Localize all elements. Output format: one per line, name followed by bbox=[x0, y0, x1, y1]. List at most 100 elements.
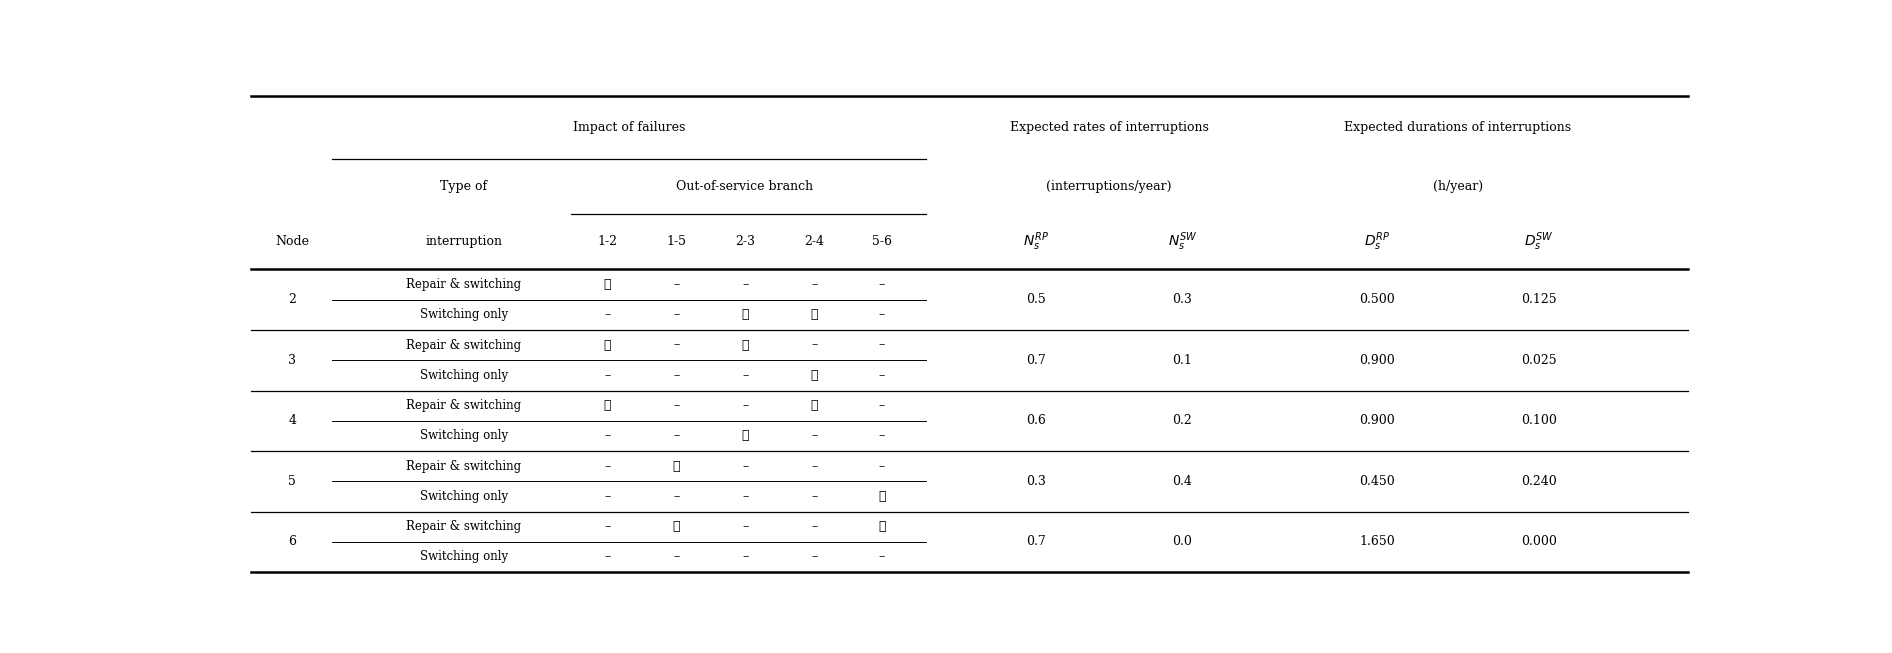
Text: ✓: ✓ bbox=[604, 278, 611, 291]
Text: –: – bbox=[604, 308, 611, 321]
Text: $N_s^{SW}$: $N_s^{SW}$ bbox=[1167, 231, 1198, 253]
Text: –: – bbox=[812, 278, 817, 291]
Text: –: – bbox=[604, 550, 611, 564]
Text: –: – bbox=[742, 490, 749, 503]
Text: 6: 6 bbox=[288, 535, 297, 549]
Text: –: – bbox=[674, 369, 679, 382]
Text: –: – bbox=[674, 278, 679, 291]
Text: (interruptions/year): (interruptions/year) bbox=[1046, 180, 1171, 193]
Text: 2: 2 bbox=[288, 293, 297, 306]
Text: 0.240: 0.240 bbox=[1521, 475, 1557, 488]
Text: ✓: ✓ bbox=[604, 339, 611, 351]
Text: 5-6: 5-6 bbox=[872, 235, 891, 248]
Text: Repair & switching: Repair & switching bbox=[407, 460, 522, 473]
Text: –: – bbox=[812, 460, 817, 473]
Text: 0.450: 0.450 bbox=[1360, 475, 1394, 488]
Text: –: – bbox=[604, 490, 611, 503]
Text: –: – bbox=[674, 399, 679, 412]
Text: –: – bbox=[812, 490, 817, 503]
Text: Switching only: Switching only bbox=[420, 550, 507, 564]
Text: –: – bbox=[604, 460, 611, 473]
Text: –: – bbox=[878, 339, 885, 351]
Text: –: – bbox=[878, 399, 885, 412]
Text: Switching only: Switching only bbox=[420, 369, 507, 382]
Text: ✓: ✓ bbox=[810, 308, 817, 321]
Text: –: – bbox=[812, 339, 817, 351]
Text: ✓: ✓ bbox=[878, 490, 885, 503]
Text: –: – bbox=[674, 308, 679, 321]
Text: 4: 4 bbox=[288, 414, 297, 427]
Text: Out-of-service branch: Out-of-service branch bbox=[675, 180, 814, 193]
Text: –: – bbox=[742, 460, 749, 473]
Text: –: – bbox=[674, 490, 679, 503]
Text: ✓: ✓ bbox=[742, 339, 749, 351]
Text: Impact of failures: Impact of failures bbox=[573, 121, 685, 134]
Text: –: – bbox=[742, 278, 749, 291]
Text: 0.500: 0.500 bbox=[1360, 293, 1394, 306]
Text: –: – bbox=[878, 278, 885, 291]
Text: ✓: ✓ bbox=[810, 399, 817, 412]
Text: ✓: ✓ bbox=[878, 520, 885, 534]
Text: 0.3: 0.3 bbox=[1025, 475, 1046, 488]
Text: –: – bbox=[878, 460, 885, 473]
Text: Repair & switching: Repair & switching bbox=[407, 278, 522, 291]
Text: ✓: ✓ bbox=[742, 308, 749, 321]
Text: –: – bbox=[742, 550, 749, 564]
Text: 5: 5 bbox=[288, 475, 297, 488]
Text: 1-2: 1-2 bbox=[598, 235, 617, 248]
Text: $D_s^{RP}$: $D_s^{RP}$ bbox=[1364, 231, 1391, 253]
Text: 1.650: 1.650 bbox=[1360, 535, 1394, 549]
Text: interruption: interruption bbox=[426, 235, 501, 248]
Text: 0.7: 0.7 bbox=[1025, 535, 1046, 549]
Text: 0.100: 0.100 bbox=[1521, 414, 1557, 427]
Text: –: – bbox=[878, 550, 885, 564]
Text: Expected rates of interruptions: Expected rates of interruptions bbox=[1010, 121, 1209, 134]
Text: 0.6: 0.6 bbox=[1025, 414, 1046, 427]
Text: –: – bbox=[812, 550, 817, 564]
Text: Node: Node bbox=[274, 235, 308, 248]
Text: 1-5: 1-5 bbox=[666, 235, 687, 248]
Text: 0.7: 0.7 bbox=[1025, 354, 1046, 367]
Text: Repair & switching: Repair & switching bbox=[407, 339, 522, 351]
Text: 0.900: 0.900 bbox=[1360, 414, 1394, 427]
Text: –: – bbox=[674, 550, 679, 564]
Text: ✓: ✓ bbox=[604, 399, 611, 412]
Text: 0.5: 0.5 bbox=[1025, 293, 1046, 306]
Text: 0.025: 0.025 bbox=[1521, 354, 1557, 367]
Text: Expected durations of interruptions: Expected durations of interruptions bbox=[1345, 121, 1572, 134]
Text: ✓: ✓ bbox=[742, 430, 749, 443]
Text: –: – bbox=[812, 520, 817, 534]
Text: –: – bbox=[604, 520, 611, 534]
Text: –: – bbox=[604, 430, 611, 443]
Text: 0.000: 0.000 bbox=[1521, 535, 1557, 549]
Text: Switching only: Switching only bbox=[420, 490, 507, 503]
Text: Repair & switching: Repair & switching bbox=[407, 520, 522, 534]
Text: Type of: Type of bbox=[441, 180, 488, 193]
Text: Repair & switching: Repair & switching bbox=[407, 399, 522, 412]
Text: –: – bbox=[742, 520, 749, 534]
Text: 0.0: 0.0 bbox=[1173, 535, 1192, 549]
Text: 0.125: 0.125 bbox=[1521, 293, 1557, 306]
Text: 0.900: 0.900 bbox=[1360, 354, 1394, 367]
Text: 0.3: 0.3 bbox=[1173, 293, 1192, 306]
Text: 0.2: 0.2 bbox=[1173, 414, 1192, 427]
Text: 2-3: 2-3 bbox=[736, 235, 755, 248]
Text: ✓: ✓ bbox=[674, 460, 679, 473]
Text: $D_s^{SW}$: $D_s^{SW}$ bbox=[1523, 231, 1553, 253]
Text: –: – bbox=[742, 399, 749, 412]
Text: –: – bbox=[674, 339, 679, 351]
Text: 2-4: 2-4 bbox=[804, 235, 825, 248]
Text: –: – bbox=[674, 430, 679, 443]
Text: Switching only: Switching only bbox=[420, 308, 507, 321]
Text: 0.4: 0.4 bbox=[1173, 475, 1192, 488]
Text: –: – bbox=[742, 369, 749, 382]
Text: 3: 3 bbox=[288, 354, 297, 367]
Text: Switching only: Switching only bbox=[420, 430, 507, 443]
Text: –: – bbox=[878, 308, 885, 321]
Text: –: – bbox=[878, 369, 885, 382]
Text: (h/year): (h/year) bbox=[1432, 180, 1483, 193]
Text: $N_s^{RP}$: $N_s^{RP}$ bbox=[1024, 231, 1048, 253]
Text: 0.1: 0.1 bbox=[1173, 354, 1192, 367]
Text: ✓: ✓ bbox=[674, 520, 679, 534]
Text: ✓: ✓ bbox=[810, 369, 817, 382]
